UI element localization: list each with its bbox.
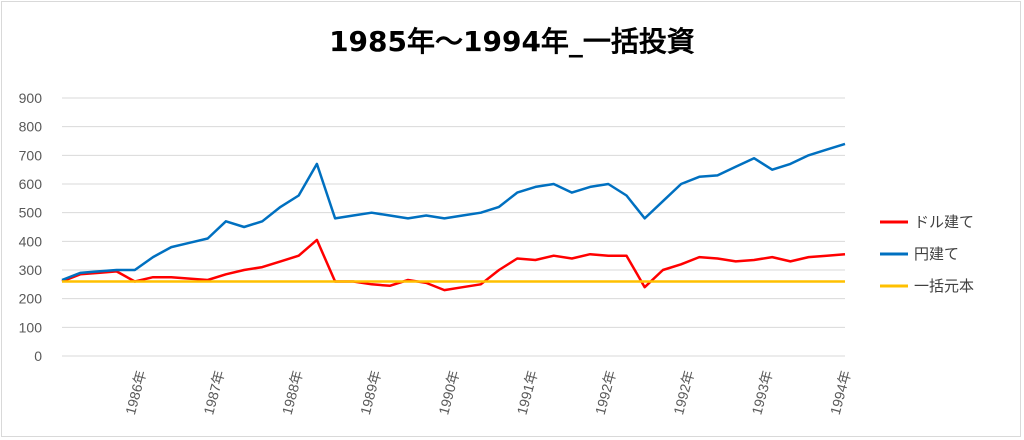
y-tick-label: 500 [19, 205, 43, 221]
x-tick-label: 1990年 [435, 369, 462, 417]
gridlines [62, 97, 845, 357]
y-tick-label: 100 [19, 319, 43, 335]
legend-label: ドル建て [914, 213, 974, 231]
x-tick-label: 1989年 [357, 369, 384, 417]
series-lines [61, 142, 846, 292]
y-tick-label: 800 [19, 119, 43, 135]
x-tick-label: 1986年 [122, 369, 149, 417]
y-tick-label: 0 [34, 348, 42, 364]
x-tick-label: 1991年 [514, 369, 541, 417]
y-tick-label: 200 [19, 291, 43, 307]
legend-label: 円建て [914, 245, 959, 263]
y-axis-ticks: 0 100 200 300 400 500 600 700 800 900 [19, 90, 43, 364]
y-tick-label: 700 [19, 147, 43, 163]
series-line [61, 238, 846, 292]
y-tick-label: 600 [19, 176, 43, 192]
x-tick-label: 1994年 [827, 369, 854, 417]
x-tick-label: 1988年 [279, 369, 306, 417]
legend-label: 一括元本 [914, 277, 974, 295]
x-axis-ticks: 1986年 1987年 1988年 1989年 1990年 1991年 1992年 1992年… [122, 369, 854, 417]
x-tick-label: 1992年 [592, 369, 619, 417]
x-tick-label: 1992年 [670, 369, 697, 417]
x-tick-label: 1987年 [200, 369, 227, 417]
y-tick-label: 900 [19, 90, 43, 106]
x-tick-label: 1993年 [748, 369, 775, 417]
y-tick-label: 400 [19, 233, 43, 249]
y-tick-label: 300 [19, 262, 43, 278]
chart-title: 1985年～1994年_一括投資 [329, 25, 695, 58]
series-line [61, 142, 846, 282]
